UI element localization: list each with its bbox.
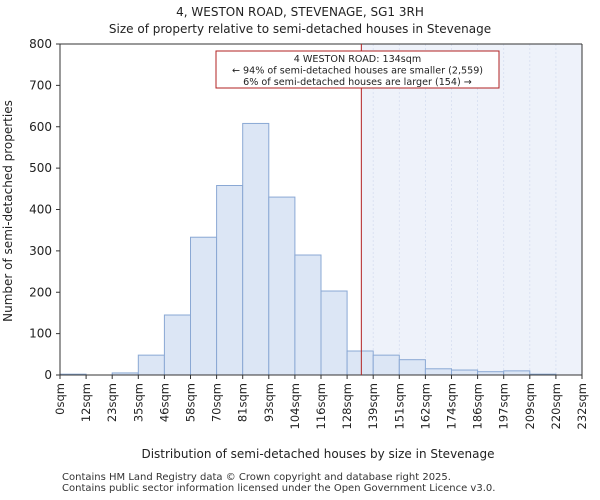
axes-layer: 0 100 200 300 400 500 600 700 800 0sqm 12sqm 23sqm 3… (29, 37, 589, 429)
bar (294, 254, 322, 376)
chart-title-line2: Size of property relative to semi-detach… (108, 22, 492, 36)
x-tick-label: 116sqm (314, 383, 328, 429)
x-tick-label: 0sqm (53, 383, 67, 415)
y-tick-label: 100 (29, 327, 52, 341)
bar (346, 350, 374, 376)
y-tick-label: 0 (44, 368, 52, 382)
bar (372, 354, 400, 376)
x-tick-label: 139sqm (366, 383, 380, 429)
annotation-line-3: 6% of semi-detached houses are larger (1… (243, 77, 472, 88)
footer-line2: Contains public sector information licen… (62, 483, 496, 494)
annotation-line-2: ← 94% of semi-detached houses are smalle… (232, 66, 483, 77)
x-tick-label: 93sqm (262, 383, 276, 422)
histogram-chart: 0 100 200 300 400 500 600 700 800 0sqm 12sqm 23sqm 3… (1, 37, 589, 461)
chart-title: 4, WESTON ROAD, STEVENAGE, SG1 3RH Size … (0, 4, 600, 38)
chart-title-line1: 4, WESTON ROAD, STEVENAGE, SG1 3RH (176, 5, 424, 19)
x-tick-label: 197sqm (497, 383, 511, 429)
annotation-layer: 4 WESTON ROAD: 134sqm← 94% of semi-detac… (215, 50, 500, 89)
y-tick-label: 700 (29, 78, 52, 92)
bar (268, 196, 296, 376)
highlight-region-layer (361, 44, 583, 375)
bar (451, 369, 479, 376)
y-tick-label: 500 (29, 161, 52, 175)
x-tick-label: 174sqm (445, 383, 459, 429)
x-tick-label: 35sqm (131, 383, 145, 422)
x-tick-label: 220sqm (549, 383, 563, 429)
y-tick-label: 400 (29, 203, 52, 217)
annotation-line-1: 4 WESTON ROAD: 134sqm (294, 54, 421, 65)
x-tick-label: 232sqm (575, 383, 589, 429)
bar (320, 290, 348, 376)
y-tick-label: 200 (29, 285, 52, 299)
y-axis-label: Number of semi-detached properties (1, 100, 15, 322)
y-tick-label: 300 (29, 244, 52, 258)
x-tick-label: 128sqm (340, 383, 354, 429)
bar (398, 359, 426, 376)
bar (137, 354, 165, 376)
x-tick-label: 23sqm (105, 383, 119, 422)
x-tick-label: 104sqm (288, 383, 302, 429)
x-tick-label: 58sqm (184, 383, 198, 422)
x-tick-label: 151sqm (392, 383, 406, 429)
bar (163, 314, 191, 376)
x-tick-label: 81sqm (236, 383, 250, 422)
x-tick-label: 186sqm (471, 383, 485, 429)
bar (503, 370, 531, 376)
bar (216, 185, 244, 376)
y-tick-label: 800 (29, 37, 52, 51)
bars-layer (59, 122, 557, 376)
x-tick-label: 46sqm (157, 383, 171, 422)
x-axis-label: Distribution of semi-detached houses by … (141, 447, 494, 461)
footer: Contains HM Land Registry data © Crown c… (62, 472, 495, 494)
bar (242, 122, 270, 376)
y-tick-label: 600 (29, 120, 52, 134)
annotation-box (215, 50, 500, 89)
bar (424, 368, 452, 376)
x-tick-label: 70sqm (210, 383, 224, 422)
x-tick-label: 209sqm (523, 383, 537, 429)
larger-region (361, 44, 582, 375)
bar (190, 236, 218, 376)
footer-line1: Contains HM Land Registry data © Crown c… (62, 472, 451, 483)
x-tick-label: 162sqm (418, 383, 432, 429)
x-tick-label: 12sqm (79, 383, 93, 422)
